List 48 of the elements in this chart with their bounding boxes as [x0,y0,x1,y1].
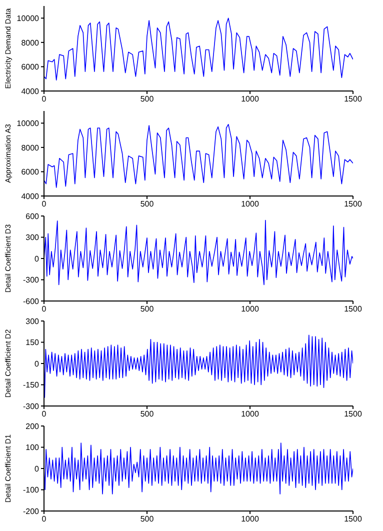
x-tick-label: 0 [42,410,47,419]
y-tick-label: 300 [26,233,40,242]
y-tick-label: 8000 [21,143,40,152]
line-series [44,334,353,398]
line-series [44,124,353,188]
line-series [44,220,353,286]
x-tick-label: 0 [42,304,47,314]
x-tick-label: 1000 [241,410,260,419]
y-tick-label: -600 [22,296,40,306]
x-tick-label: 1000 [241,514,260,524]
line-series [44,18,353,80]
x-tick-label: 500 [140,200,154,209]
y-tick-label: 300 [26,316,40,326]
x-tick-label: 500 [140,514,154,524]
y-tick-label: 0 [34,359,40,368]
x-tick-label: 1500 [344,410,362,419]
y-tick-label: 4000 [21,192,40,201]
y-tick-label: 10000 [16,118,40,128]
y-tick-label: 6000 [21,168,40,177]
y-tick-label: -100 [22,486,40,495]
y-tick-label: 8000 [21,38,40,48]
line-series [44,442,353,494]
x-tick-label: 1000 [241,200,260,209]
y-tick-label: 600 [26,212,40,221]
x-tick-label: 0 [42,514,47,524]
y-tick-label: -300 [22,276,40,285]
y-tick-label: -200 [22,506,40,516]
y-tick-label: 0 [34,254,40,264]
x-tick-label: 0 [42,94,47,104]
x-tick-label: 500 [140,410,154,419]
x-tick-label: 0 [42,200,47,209]
y-tick-label: 6000 [21,62,40,72]
y-tick-label: 200 [26,422,40,431]
x-tick-label: 1500 [344,200,362,209]
x-tick-label: 1000 [241,94,260,104]
y-tick-label: 150 [26,338,40,348]
x-tick-label: 1500 [344,304,362,314]
x-tick-label: 1500 [344,514,362,524]
y-tick-label: 4000 [21,86,40,96]
x-tick-label: 1000 [241,304,260,314]
y-tick-label: 10000 [16,14,40,23]
y-tick-label: 0 [34,464,40,474]
x-tick-label: 500 [140,304,154,314]
y-tick-label: -150 [22,380,40,390]
y-tick-label: -300 [22,402,40,411]
x-tick-label: 1500 [344,94,362,104]
y-tick-label: 100 [26,443,40,452]
x-tick-label: 500 [140,94,154,104]
